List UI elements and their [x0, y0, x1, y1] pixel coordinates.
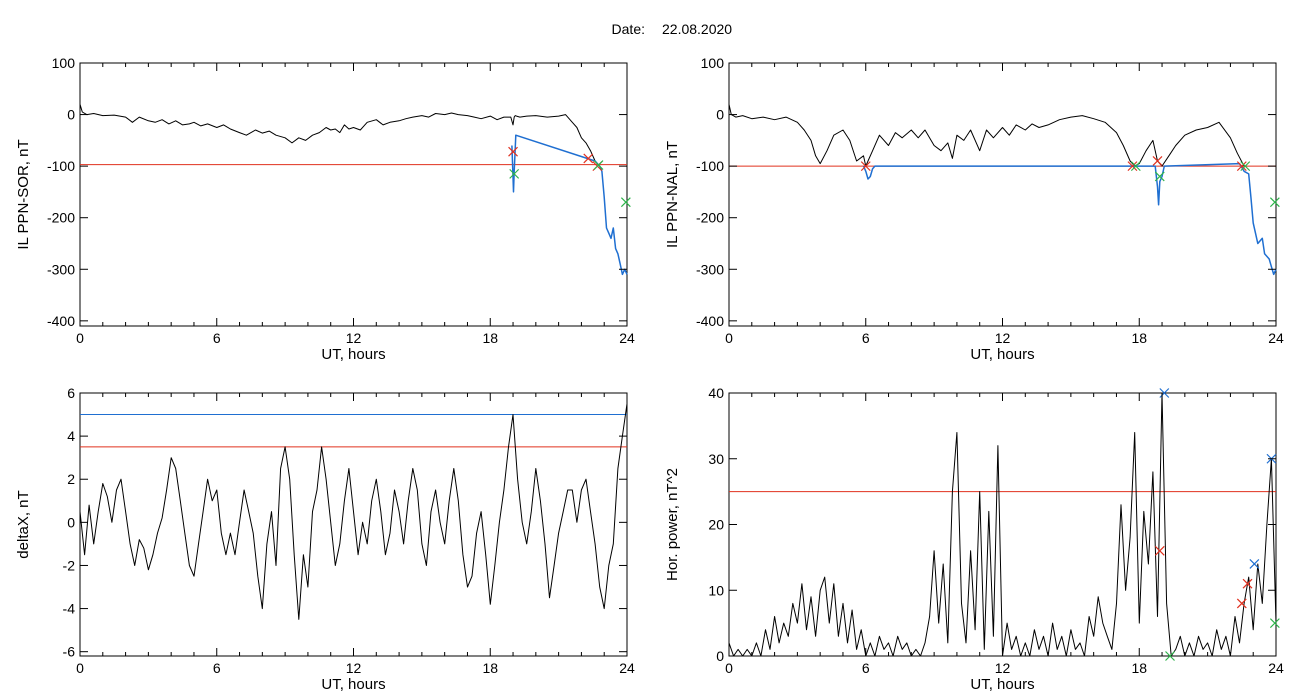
y-tick-label: -2	[63, 557, 76, 573]
panel-deltax: 0 6 12 18 24 6 4 2 0 -2 -4 -6 UT, hours deltaX, nT	[15, 385, 635, 693]
x-tick-label: 12	[995, 660, 1011, 676]
y-tick-label: -300	[47, 261, 75, 277]
y-tick-label: -100	[696, 158, 724, 174]
marker-green-x	[594, 161, 603, 170]
x-tick-label: 18	[1131, 660, 1147, 676]
marker-red-x	[1153, 156, 1162, 165]
chart-canvas: Date: 22.08.2020 0 6 12 18 241000-100-200-30…	[0, 0, 1300, 700]
marker-red-x	[1243, 579, 1252, 588]
y-tick-label: 10	[708, 582, 724, 598]
y-tick-label: 4	[67, 428, 75, 444]
y-tick-label: -400	[696, 313, 724, 329]
marker-green-x	[621, 198, 630, 207]
plot-frame	[729, 63, 1276, 326]
panel-ppn-nal: 0 6 12 18 24 100 0 -100 -200 -300 -400 UT, hours IL …	[664, 55, 1284, 363]
y-tick-label: 0	[67, 107, 75, 123]
x-tick-label: 0	[76, 660, 84, 676]
marker-red-x	[1155, 546, 1164, 555]
y-axis-label: IL PPN-NAL, nT	[664, 141, 681, 248]
x-tick-label: 18	[482, 330, 498, 346]
y-tick-label: 0	[716, 648, 724, 664]
series-line-black	[729, 393, 1276, 656]
x-tick-label: 18	[482, 660, 498, 676]
y-tick-label: -4	[63, 601, 76, 617]
y-tick-label: -300	[696, 261, 724, 277]
x-tick-label: 6	[862, 660, 870, 676]
plot-frame	[80, 63, 627, 326]
series-line-black	[729, 104, 1244, 166]
plot-frame	[729, 393, 1276, 656]
y-tick-label: 100	[52, 55, 76, 71]
marker-red-x	[509, 147, 518, 156]
marker-red-x	[1237, 599, 1246, 608]
marker-green-x	[1270, 619, 1279, 628]
date-label: Date:	[612, 21, 645, 37]
y-tick-label: -100	[47, 158, 75, 174]
x-tick-label: 24	[619, 330, 635, 346]
panel-ppn-sor: 0 6 12 18 24 100 0 -100 -200 -300 -400 UT, hours IL …	[15, 55, 635, 363]
series-line-black	[80, 404, 627, 620]
y-tick-label: -6	[63, 644, 76, 660]
x-tick-label: 24	[1268, 660, 1284, 676]
y-tick-label: 2	[67, 471, 75, 487]
x-axis-label: UT, hours	[970, 676, 1034, 693]
y-tick-label: 30	[708, 451, 724, 467]
y-tick-label: -400	[47, 313, 75, 329]
date-value: 22.08.2020	[662, 21, 732, 37]
y-tick-label: 40	[708, 385, 724, 401]
y-tick-label: 100	[701, 55, 725, 71]
y-tick-label: -200	[696, 210, 724, 226]
x-axis-label: UT, hours	[970, 346, 1034, 363]
y-tick-label: 20	[708, 517, 724, 533]
y-tick-label: 0	[67, 514, 75, 530]
x-tick-label: 18	[1131, 330, 1147, 346]
x-tick-label: 12	[346, 330, 362, 346]
plot-frame	[80, 393, 627, 656]
x-tick-label: 24	[1268, 330, 1284, 346]
x-tick-label: 6	[213, 330, 221, 346]
x-axis-label: UT, hours	[321, 676, 385, 693]
x-tick-label: 0	[725, 660, 733, 676]
y-tick-label: -200	[47, 210, 75, 226]
panel-hor-power: 0 6 12 18 24 40 30 20 10 0 UT, hours Hor. power, nT…	[664, 385, 1284, 693]
y-tick-label: 0	[716, 107, 724, 123]
y-axis-label: Hor. power, nT^2	[664, 468, 681, 581]
x-tick-label: 12	[346, 660, 362, 676]
date-header: Date: 22.08.2020	[612, 21, 733, 37]
x-tick-label: 0	[76, 330, 84, 346]
y-axis-label: deltaX, nT	[15, 490, 32, 558]
x-axis-label: UT, hours	[321, 346, 385, 363]
series-line-blue	[512, 135, 627, 274]
y-tick-label: 6	[67, 385, 75, 401]
x-tick-label: 6	[213, 660, 221, 676]
marker-green-x	[1270, 198, 1279, 207]
x-tick-label: 0	[725, 330, 733, 346]
y-axis-label: IL PPN-SOR, nT	[15, 139, 32, 249]
x-tick-label: 12	[995, 330, 1011, 346]
x-tick-label: 6	[862, 330, 870, 346]
x-tick-label: 24	[619, 660, 635, 676]
series-line-black	[80, 104, 595, 161]
series-line-blue	[864, 164, 1277, 275]
